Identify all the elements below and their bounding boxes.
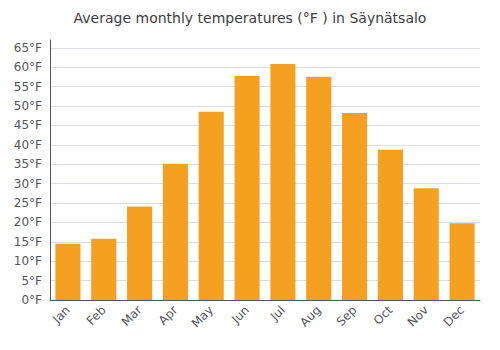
svg-text:20°F: 20°F bbox=[14, 215, 42, 229]
svg-text:Apr: Apr bbox=[156, 303, 181, 328]
svg-text:0°F: 0°F bbox=[21, 293, 42, 307]
svg-text:Sep: Sep bbox=[334, 303, 360, 329]
svg-text:40°F: 40°F bbox=[14, 138, 42, 152]
svg-text:15°F: 15°F bbox=[14, 235, 42, 249]
svg-text:Nov: Nov bbox=[405, 303, 431, 329]
svg-text:Jul: Jul bbox=[267, 303, 288, 324]
svg-text:60°F: 60°F bbox=[14, 60, 42, 74]
svg-text:Feb: Feb bbox=[84, 303, 109, 328]
svg-text:Mar: Mar bbox=[119, 303, 145, 329]
svg-text:25°F: 25°F bbox=[14, 196, 42, 210]
svg-text:Aug: Aug bbox=[297, 303, 323, 329]
svg-text:Jan: Jan bbox=[49, 303, 73, 327]
svg-text:35°F: 35°F bbox=[14, 157, 42, 171]
svg-text:50°F: 50°F bbox=[14, 99, 42, 113]
svg-text:65°F: 65°F bbox=[14, 41, 42, 55]
svg-text:Oct: Oct bbox=[371, 303, 396, 328]
svg-text:Dec: Dec bbox=[441, 303, 467, 329]
svg-text:30°F: 30°F bbox=[14, 177, 42, 191]
svg-text:55°F: 55°F bbox=[14, 80, 42, 94]
svg-text:May: May bbox=[189, 303, 216, 330]
svg-text:5°F: 5°F bbox=[21, 274, 42, 288]
svg-text:45°F: 45°F bbox=[14, 118, 42, 132]
svg-text:Jun: Jun bbox=[228, 303, 252, 327]
svg-text:Average monthly temperatures (: Average monthly temperatures (°F ) in Sä… bbox=[74, 10, 427, 26]
svg-text:10°F: 10°F bbox=[14, 254, 42, 268]
